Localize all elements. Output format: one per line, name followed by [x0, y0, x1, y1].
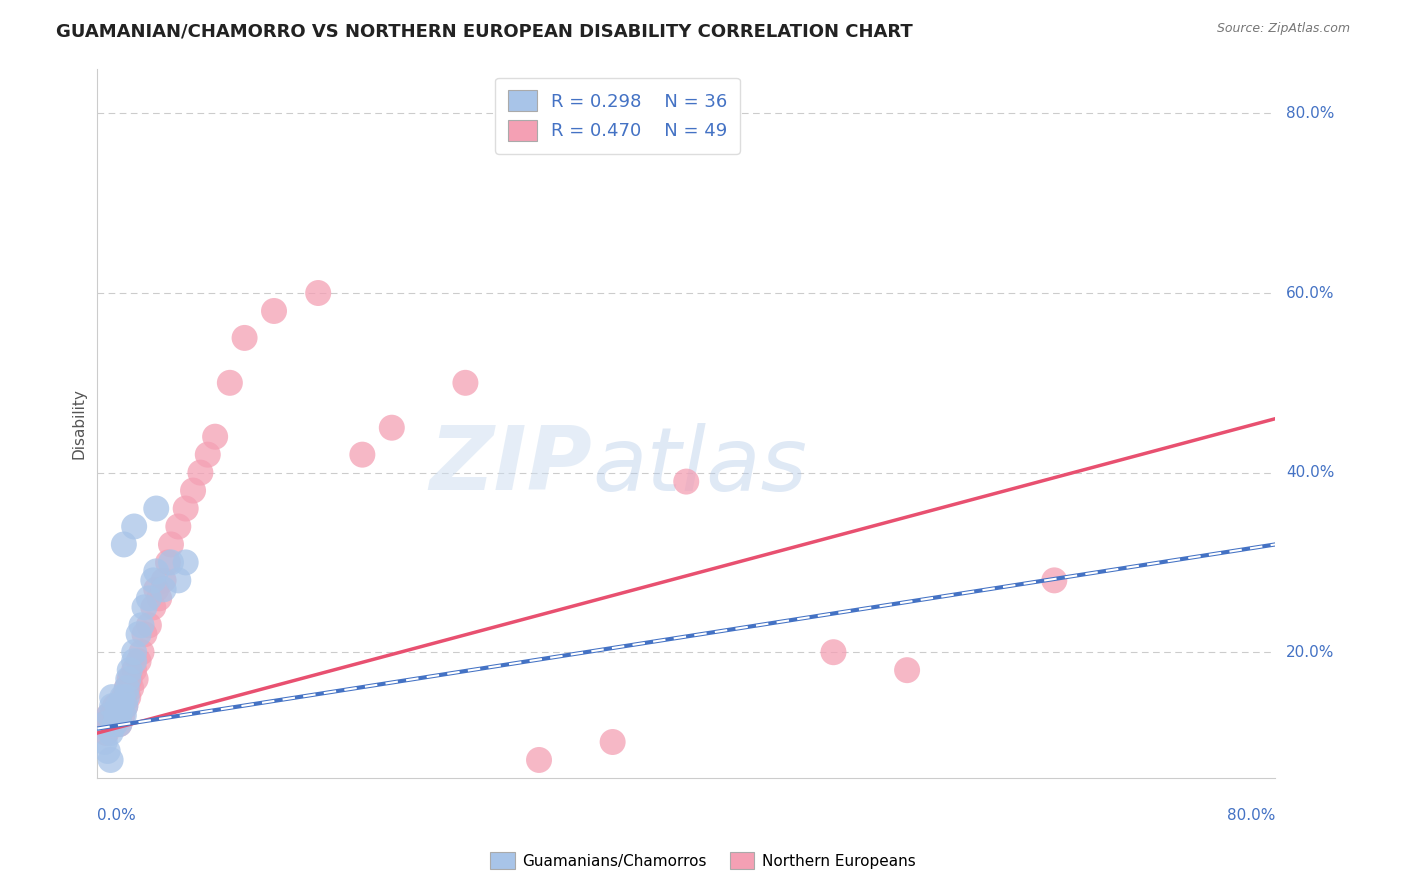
- Point: [93, 735, 115, 749]
- Point: [145, 582, 167, 597]
- Point: [160, 537, 183, 551]
- Point: [104, 717, 127, 731]
- Point: [107, 699, 129, 714]
- Point: [138, 618, 160, 632]
- Point: [157, 556, 180, 570]
- Point: [91, 717, 114, 731]
- Text: ZIP: ZIP: [429, 422, 592, 509]
- Point: [128, 627, 150, 641]
- Point: [896, 663, 918, 677]
- Point: [131, 645, 153, 659]
- Point: [122, 645, 145, 659]
- Point: [105, 708, 128, 723]
- Point: [152, 582, 174, 597]
- Point: [111, 708, 134, 723]
- Point: [152, 574, 174, 588]
- Point: [122, 654, 145, 668]
- Point: [823, 645, 845, 659]
- Point: [181, 483, 204, 498]
- Point: [134, 600, 156, 615]
- Point: [138, 591, 160, 606]
- Point: [120, 681, 142, 695]
- Point: [134, 627, 156, 641]
- Text: Source: ZipAtlas.com: Source: ZipAtlas.com: [1216, 22, 1350, 36]
- Point: [93, 717, 115, 731]
- Point: [100, 726, 122, 740]
- Point: [117, 690, 139, 705]
- Point: [112, 537, 135, 551]
- Point: [108, 717, 131, 731]
- Text: 40.0%: 40.0%: [1286, 465, 1334, 480]
- Point: [117, 672, 139, 686]
- Point: [675, 475, 697, 489]
- Text: atlas: atlas: [592, 423, 807, 508]
- Point: [174, 501, 197, 516]
- Point: [114, 699, 136, 714]
- Point: [108, 708, 131, 723]
- Point: [190, 466, 212, 480]
- Point: [145, 501, 167, 516]
- Point: [100, 717, 122, 731]
- Point: [1043, 574, 1066, 588]
- Point: [108, 717, 131, 731]
- Point: [142, 574, 165, 588]
- Point: [128, 654, 150, 668]
- Point: [142, 600, 165, 615]
- Point: [115, 681, 138, 695]
- Point: [167, 519, 190, 533]
- Point: [307, 285, 329, 300]
- Point: [105, 708, 128, 723]
- Point: [602, 735, 624, 749]
- Point: [118, 663, 141, 677]
- Point: [101, 690, 124, 705]
- Point: [218, 376, 240, 390]
- Point: [96, 726, 118, 740]
- Legend: R = 0.298    N = 36, R = 0.470    N = 49: R = 0.298 N = 36, R = 0.470 N = 49: [495, 78, 740, 153]
- Point: [108, 708, 131, 723]
- Point: [122, 519, 145, 533]
- Point: [112, 708, 135, 723]
- Point: [118, 672, 141, 686]
- Point: [100, 753, 122, 767]
- Text: 0.0%: 0.0%: [97, 808, 136, 823]
- Point: [98, 708, 121, 723]
- Point: [111, 690, 134, 705]
- Point: [115, 690, 138, 705]
- Point: [204, 430, 226, 444]
- Point: [352, 448, 374, 462]
- Point: [148, 591, 170, 606]
- Point: [197, 448, 219, 462]
- Point: [263, 304, 285, 318]
- Point: [104, 699, 127, 714]
- Legend: Guamanians/Chamorros, Northern Europeans: Guamanians/Chamorros, Northern Europeans: [484, 846, 922, 875]
- Point: [174, 556, 197, 570]
- Point: [160, 556, 183, 570]
- Point: [122, 663, 145, 677]
- Point: [112, 690, 135, 705]
- Point: [101, 708, 124, 723]
- Point: [233, 331, 256, 345]
- Point: [98, 708, 121, 723]
- Text: 20.0%: 20.0%: [1286, 645, 1334, 660]
- Text: 60.0%: 60.0%: [1286, 285, 1334, 301]
- Point: [115, 681, 138, 695]
- Point: [110, 699, 132, 714]
- Point: [114, 699, 136, 714]
- Point: [167, 574, 190, 588]
- Point: [381, 420, 404, 434]
- Point: [527, 753, 550, 767]
- Text: 80.0%: 80.0%: [1227, 808, 1275, 823]
- Point: [97, 744, 120, 758]
- Point: [103, 717, 125, 731]
- Point: [110, 699, 132, 714]
- Point: [454, 376, 477, 390]
- Text: 80.0%: 80.0%: [1286, 106, 1334, 121]
- Point: [131, 618, 153, 632]
- Point: [124, 672, 146, 686]
- Point: [101, 699, 124, 714]
- Text: GUAMANIAN/CHAMORRO VS NORTHERN EUROPEAN DISABILITY CORRELATION CHART: GUAMANIAN/CHAMORRO VS NORTHERN EUROPEAN …: [56, 22, 912, 40]
- Point: [145, 565, 167, 579]
- Y-axis label: Disability: Disability: [72, 388, 86, 458]
